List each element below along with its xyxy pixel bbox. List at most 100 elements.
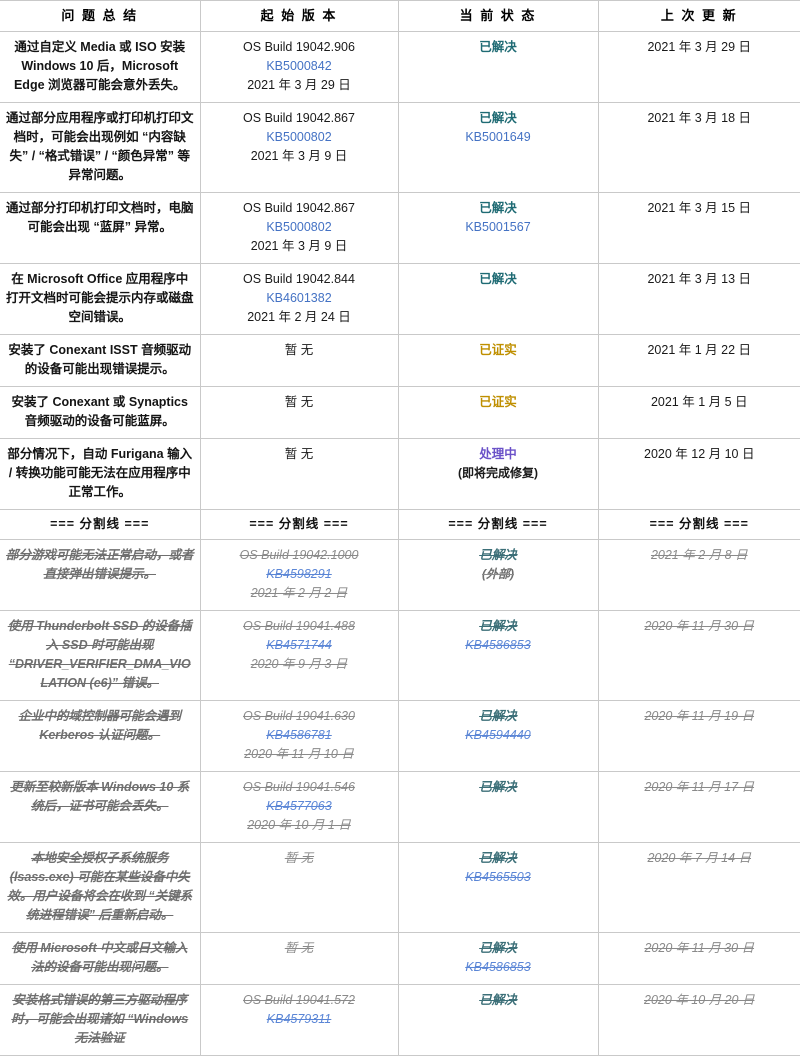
table-row: 安装格式错误的第三方驱动程序时，可能会出现诸如 “Windows 无法验证 OS …: [0, 984, 800, 1056]
origin-build-text: OS Build 19042.867: [243, 111, 355, 125]
cell-last-updated: 2020 年 11 月 30 日: [597, 932, 800, 985]
cell-issue-summary: 在 Microsoft Office 应用程序中打开文档时可能会提示内存或磁盘空…: [0, 263, 200, 335]
table-row: 更新至较新版本 Windows 10 系统后，证书可能会丢失。 OS Build …: [0, 771, 800, 843]
origin-build-date: 2021 年 3 月 9 日: [250, 239, 348, 253]
origin-build-text: OS Build 19041.488: [243, 619, 355, 633]
cell-last-updated: 2021 年 3 月 18 日: [597, 102, 800, 193]
cell-current-status: 已解决: [397, 31, 598, 103]
status-kb-link[interactable]: KB5001649: [465, 130, 531, 144]
cell-issue-summary: 更新至较新版本 Windows 10 系统后，证书可能会丢失。: [0, 771, 200, 843]
origin-build-text: 暂 无: [284, 447, 314, 461]
cell-current-status: 已证实: [397, 386, 598, 439]
cell-current-status: 已解决: [397, 263, 598, 335]
status-badge: 已解决: [479, 619, 517, 633]
origin-build-text: OS Build 19041.630: [243, 709, 355, 723]
cell-issue-summary: 通过部分应用程序或打印机打印文档时，可能会出现例如 “内容缺失” / “格式错误…: [0, 102, 200, 193]
status-badge: 处理中: [479, 447, 517, 461]
status-badge: 已解决: [479, 993, 517, 1007]
cell-origin-build: OS Build 19041.572 KB4579311: [199, 984, 398, 1056]
table-header-row: 问 题 总 结 起 始 版 本 当 前 状 态 上 次 更 新: [0, 0, 800, 32]
cell-issue-summary: 通过部分打印机打印文档时，电脑可能会出现 “蓝屏” 异常。: [0, 192, 200, 264]
column-header-issue-summary: 问 题 总 结: [0, 0, 200, 32]
origin-build-date: 2020 年 10 月 1 日: [247, 818, 351, 832]
cell-last-updated: 2020 年 11 月 19 日: [597, 700, 800, 772]
origin-build-kb-link[interactable]: KB4586781: [266, 728, 332, 742]
cell-last-updated: === 分割线 ===: [597, 509, 800, 540]
status-badge: 已解决: [479, 548, 517, 562]
status-badge: 已证实: [479, 343, 517, 357]
column-header-origin-build: 起 始 版 本: [199, 0, 398, 32]
origin-build-text: 暂 无: [284, 851, 314, 865]
cell-current-status: 已解决 (外部): [397, 539, 598, 611]
cell-origin-build: 暂 无: [199, 438, 398, 510]
cell-issue-summary: 安装了 Conexant ISST 音频驱动的设备可能出现错误提示。: [0, 334, 200, 387]
origin-build-kb-link[interactable]: KB4579311: [266, 1012, 332, 1026]
cell-last-updated: 2021 年 1 月 22 日: [597, 334, 800, 387]
origin-build-date: 2021 年 2 月 2 日: [250, 586, 348, 600]
cell-issue-summary: 安装了 Conexant 或 Synaptics 音频驱动的设备可能蓝屏。: [0, 386, 200, 439]
cell-origin-build: 暂 无: [199, 386, 398, 439]
status-kb-link[interactable]: KB5001567: [465, 220, 531, 234]
cell-current-status: 已解决: [397, 771, 598, 843]
status-kb-link[interactable]: KB4594440: [465, 728, 531, 742]
status-badge: 已解决: [479, 111, 517, 125]
origin-build-kb-link[interactable]: KB5000802: [266, 220, 332, 234]
table-row: 企业中的域控制器可能会遇到 Kerberos 认证问题。 OS Build 190…: [0, 700, 800, 772]
origin-build-text: OS Build 19042.1000: [239, 548, 359, 562]
origin-build-date: 2020 年 11 月 10 日: [244, 747, 354, 761]
origin-build-kb-link[interactable]: KB4598291: [266, 567, 332, 581]
origin-build-kb-link[interactable]: KB5000842: [266, 59, 332, 73]
cell-last-updated: 2021 年 1 月 5 日: [597, 386, 800, 439]
status-note: (外部): [482, 567, 514, 581]
table-row: 在 Microsoft Office 应用程序中打开文档时可能会提示内存或磁盘空…: [0, 263, 800, 335]
origin-build-kb-link[interactable]: KB4601382: [266, 291, 332, 305]
cell-current-status: 已解决 KB5001567: [397, 192, 598, 264]
table-row: 安装了 Conexant ISST 音频驱动的设备可能出现错误提示。 暂 无 已证实…: [0, 334, 800, 387]
status-kb-link[interactable]: KB4586853: [465, 960, 531, 974]
table-row: 部分游戏可能无法正常启动，或者直接弹出错误提示。 OS Build 19042.1…: [0, 539, 800, 611]
table-row: === 分割线 === === 分割线 === === 分割线 === === 分割线…: [0, 509, 800, 540]
cell-last-updated: 2020 年 12 月 10 日: [597, 438, 800, 510]
origin-build-text: OS Build 19042.906: [243, 40, 355, 54]
cell-origin-build: OS Build 19041.488 KB4571744 2020 年 9 月 3 …: [199, 610, 398, 701]
column-header-current-status: 当 前 状 态: [397, 0, 598, 32]
cell-origin-build: OS Build 19042.844 KB4601382 2021 年 2 月 24…: [199, 263, 398, 335]
origin-build-date: 2020 年 9 月 3 日: [250, 657, 348, 671]
status-badge: === 分割线 ===: [448, 517, 548, 531]
cell-current-status: 已解决 KB4565503: [397, 842, 598, 933]
status-kb-link[interactable]: KB4565503: [465, 870, 531, 884]
cell-issue-summary: === 分割线 ===: [0, 509, 200, 540]
cell-current-status: 已解决 KB4586853: [397, 932, 598, 985]
cell-origin-build: OS Build 19042.867 KB5000802 2021 年 3 月 9 …: [199, 192, 398, 264]
origin-build-text: 暂 无: [284, 343, 314, 357]
origin-build-kb-link[interactable]: KB4577063: [266, 799, 332, 813]
cell-current-status: === 分割线 ===: [397, 509, 598, 540]
table-body: 通过自定义 Media 或 ISO 安装 Windows 10 后，Micros…: [0, 31, 800, 1056]
cell-current-status: 已解决 KB5001649: [397, 102, 598, 193]
cell-origin-build: OS Build 19041.546 KB4577063 2020 年 10 月 1…: [199, 771, 398, 843]
cell-current-status: 已解决 KB4586853: [397, 610, 598, 701]
status-kb-link[interactable]: KB4586853: [465, 638, 531, 652]
origin-build-text: 暂 无: [284, 941, 314, 955]
origin-build-kb-link[interactable]: KB4571744: [266, 638, 332, 652]
origin-build-text: === 分割线 ===: [249, 517, 349, 531]
cell-origin-build: 暂 无: [199, 932, 398, 985]
status-badge: 已解决: [479, 272, 517, 286]
cell-issue-summary: 安装格式错误的第三方驱动程序时，可能会出现诸如 “Windows 无法验证: [0, 984, 200, 1056]
cell-current-status: 处理中 (即将完成修复): [397, 438, 598, 510]
cell-issue-summary: 企业中的域控制器可能会遇到 Kerberos 认证问题。: [0, 700, 200, 772]
cell-current-status: 已解决: [397, 984, 598, 1056]
status-badge: 已解决: [479, 40, 517, 54]
table-header: 问 题 总 结 起 始 版 本 当 前 状 态 上 次 更 新: [0, 0, 800, 32]
origin-build-text: OS Build 19042.867: [243, 201, 355, 215]
cell-current-status: 已证实: [397, 334, 598, 387]
status-note: (即将完成修复): [458, 466, 538, 480]
cell-origin-build: OS Build 19042.1000 KB4598291 2021 年 2 月 2…: [199, 539, 398, 611]
cell-last-updated: 2021 年 2 月 8 日: [597, 539, 800, 611]
status-badge: 已解决: [479, 780, 517, 794]
origin-build-kb-link[interactable]: KB5000802: [266, 130, 332, 144]
cell-last-updated: 2021 年 3 月 29 日: [597, 31, 800, 103]
status-badge: 已证实: [479, 395, 517, 409]
